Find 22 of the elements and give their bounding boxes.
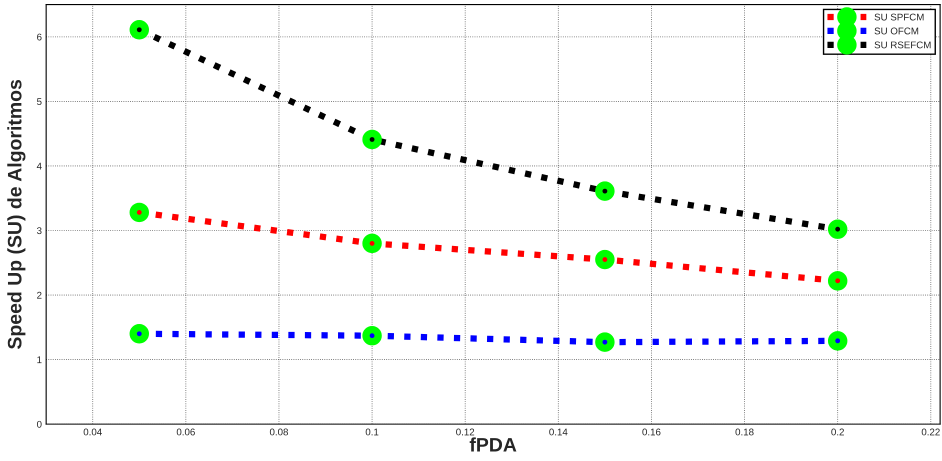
x-tick-label: 0.2: [831, 428, 844, 436]
y-tick-label: 6: [37, 34, 42, 40]
x-tick-label: 0.1: [366, 428, 378, 436]
x-tick-label: 0.12: [456, 428, 474, 436]
y-tick-label: 5: [36, 98, 42, 106]
y-tick-label: 1: [37, 356, 42, 364]
legend-label: SU OFCM: [874, 28, 918, 34]
x-tick-label: 0.14: [549, 428, 568, 436]
y-tick-label: 2: [37, 292, 42, 299]
x-tick-label: 0.16: [642, 428, 660, 436]
x-tick-label: 0.04: [84, 428, 102, 436]
x-tick-label: 0.22: [922, 428, 940, 436]
y-tick-label: 3: [36, 227, 42, 234]
legend-label: SU RSEFCM: [874, 41, 931, 48]
x-tick-label: 0.08: [270, 428, 288, 436]
y-tick-label: 4: [36, 162, 42, 170]
y-tick-label: 0: [36, 420, 42, 428]
x-tick-label: 0.18: [735, 428, 754, 436]
x-tick-label: 0.06: [176, 428, 195, 436]
x-axis-title: fPDA: [470, 437, 516, 452]
y-axis-title: Speed Up (SU) de Algoritmos: [7, 80, 26, 350]
legend-label: SU SPFCM: [874, 14, 924, 20]
